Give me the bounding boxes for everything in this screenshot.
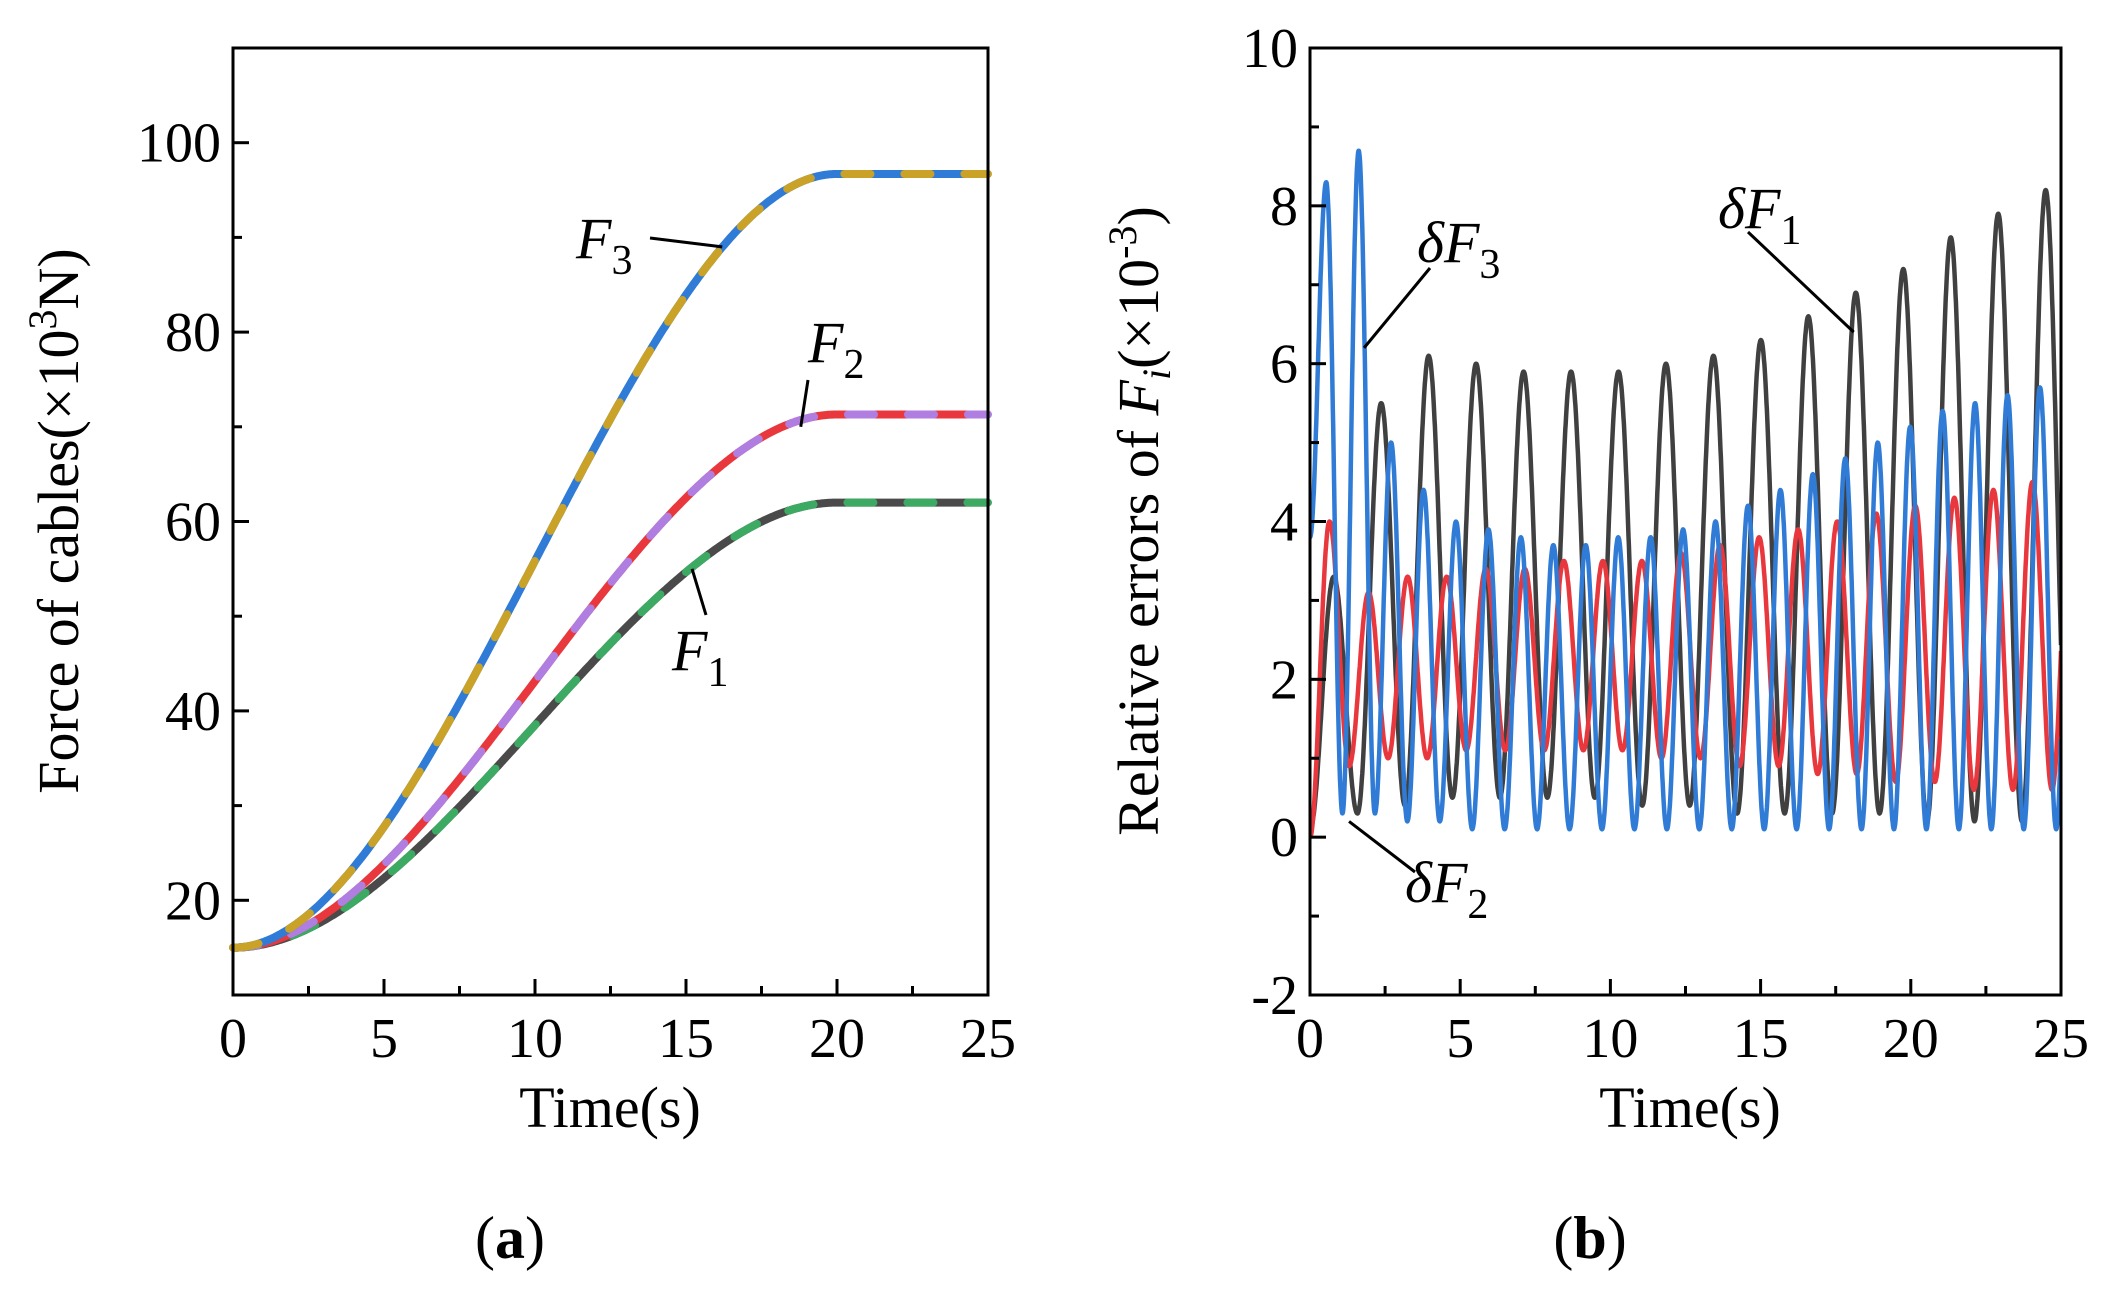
panel-b-annotations: δF3 δF1 δF2: [1348, 176, 1855, 928]
panel-b-annotation-δF3: δF3: [1417, 210, 1500, 288]
panel-b-curves: [1310, 148, 2061, 840]
panel-a-plot-frame: [231, 46, 990, 997]
panel-b-annotation-δF1: δF1: [1718, 176, 1801, 254]
panel-a-series-F3-reference: [230, 170, 991, 952]
panel-a-y-tick-label: 100: [137, 113, 221, 175]
panel-a-series-F2-simulated: [229, 410, 992, 952]
panel-a-x-tick-label: 5: [370, 1008, 398, 1070]
panel-a-x-axis-label: Time(s): [519, 1075, 701, 1140]
panel-a-y-axis-label: Force of cables(×103N): [20, 248, 91, 794]
panel-b-y-tick-label: 2: [1270, 649, 1298, 711]
panel-b-y-tick-label: 0: [1270, 807, 1298, 869]
panel-a-x-tick-label: 20: [809, 1008, 865, 1070]
panel-a-x-tick-label: 10: [507, 1008, 563, 1070]
panel-a-annotation-leader: [649, 236, 723, 249]
panel-a-annotation-F2: F2: [807, 310, 864, 388]
panel-b-series-δF3: [1310, 148, 2061, 832]
panel-b-x-axis-label: Time(s): [1599, 1075, 1781, 1140]
panel-a-series-F3-simulated: [229, 170, 992, 952]
panel-a-x-tick-label: 15: [658, 1008, 714, 1070]
panel-b-y-tick-label: 10: [1242, 18, 1298, 80]
panel-a-y-tick-label: 60: [165, 492, 221, 554]
panel-a-x-tick-label: 0: [219, 1008, 247, 1070]
panel-b-x-tick-label: 15: [1733, 1008, 1789, 1070]
panel-a-annotation-F3: F3: [575, 206, 632, 284]
panel-b-x-tick-label: 20: [1883, 1008, 1939, 1070]
panel-a-y-tick-label: 40: [165, 681, 221, 743]
panel-a-label: (a): [475, 1205, 545, 1271]
panel-b-y-tick-label: 6: [1270, 334, 1298, 396]
panel-b-y-tick-label: 4: [1270, 492, 1298, 554]
panel-b-x-tick-label: 5: [1446, 1008, 1474, 1070]
panel-b-y-tick-label: -2: [1251, 965, 1298, 1027]
panel-b-y-tick-label: 8: [1270, 176, 1298, 238]
panel-b-label: (b): [1553, 1205, 1626, 1271]
panel-a-annotations: F3 F2 F1: [575, 206, 864, 696]
panel-b-x-tick-label: 10: [1582, 1008, 1638, 1070]
panel-b-annotation-leader: [1362, 267, 1432, 349]
panel-a-annotation-leader: [690, 568, 708, 616]
panel-a-ticks: 0 5 10 15 20 25 20 40 60 80 100: [137, 113, 1016, 1070]
panel-a-series-F2-reference: [230, 410, 991, 952]
panel-b-x-tick-label: 25: [2033, 1008, 2089, 1070]
panel-b-y-axis-label: Relative errors of Fi(×10-3): [1100, 206, 1179, 836]
panel-b-annotation-leader: [1746, 230, 1855, 334]
panel-b-x-tick-label: 0: [1296, 1008, 1324, 1070]
panel-a-y-tick-label: 20: [165, 870, 221, 932]
panel-b-annotation-δF2: δF2: [1405, 850, 1488, 928]
panel-a-annotation-F1: F1: [671, 618, 728, 696]
panel-a-series-F1-simulated: [229, 498, 992, 952]
panel-a-x-tick-label: 25: [960, 1008, 1016, 1070]
panel-a-y-tick-label: 80: [165, 302, 221, 364]
panel-b-annotation-leader: [1348, 820, 1416, 874]
panel-a-chart: 0 5 10 15 20 25 20 40 60 80 100 F3 F2 F1 Time(s) For…: [20, 46, 1016, 1271]
panel-a-curves: [229, 170, 992, 952]
panel-a-annotation-leader: [799, 379, 810, 428]
